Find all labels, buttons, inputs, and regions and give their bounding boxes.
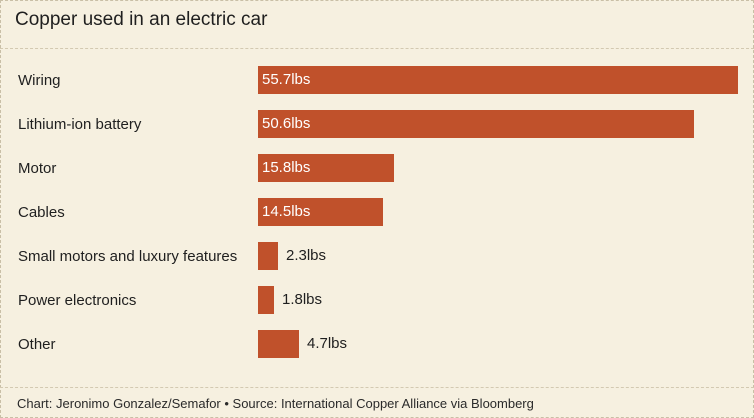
bar-row: Other 4.7lbs xyxy=(0,323,754,367)
category-label: Small motors and luxury features xyxy=(18,248,238,265)
bar xyxy=(258,66,738,94)
value-label: 55.7lbs xyxy=(262,71,311,88)
chart-title: Copper used in an electric car xyxy=(15,9,268,30)
value-label: 2.3lbs xyxy=(286,247,327,264)
footer-divider xyxy=(0,387,754,388)
category-label: Power electronics xyxy=(18,292,137,309)
value-label: 15.8lbs xyxy=(262,159,311,176)
bar xyxy=(258,242,278,270)
bar xyxy=(258,154,394,182)
bar xyxy=(258,286,274,314)
value-label: 14.5lbs xyxy=(262,203,311,220)
bar-row: Small motors and luxury features 2.3lbs xyxy=(0,235,754,279)
bar-row: Wiring 55.7lbs xyxy=(0,59,754,103)
title-divider xyxy=(0,48,754,49)
category-label: Other xyxy=(18,336,56,353)
value-label: 4.7lbs xyxy=(307,335,348,352)
bar-row: Power electronics 1.8lbs xyxy=(0,279,754,323)
bar-row: Motor 15.8lbs xyxy=(0,147,754,191)
value-label: 1.8lbs xyxy=(282,291,323,308)
bar-row: Cables 14.5lbs xyxy=(0,191,754,235)
category-label: Lithium-ion battery xyxy=(18,116,142,133)
bar xyxy=(258,330,299,358)
category-label: Wiring xyxy=(18,72,61,89)
value-label: 50.6lbs xyxy=(262,115,311,132)
bar-row: Lithium-ion battery 50.6lbs xyxy=(0,103,754,147)
chart-credit: Chart: Jeronimo Gonzalez/Semafor • Sourc… xyxy=(17,396,534,411)
category-label: Motor xyxy=(18,160,57,177)
bar xyxy=(258,110,694,138)
category-label: Cables xyxy=(18,204,65,221)
bar xyxy=(258,198,383,226)
